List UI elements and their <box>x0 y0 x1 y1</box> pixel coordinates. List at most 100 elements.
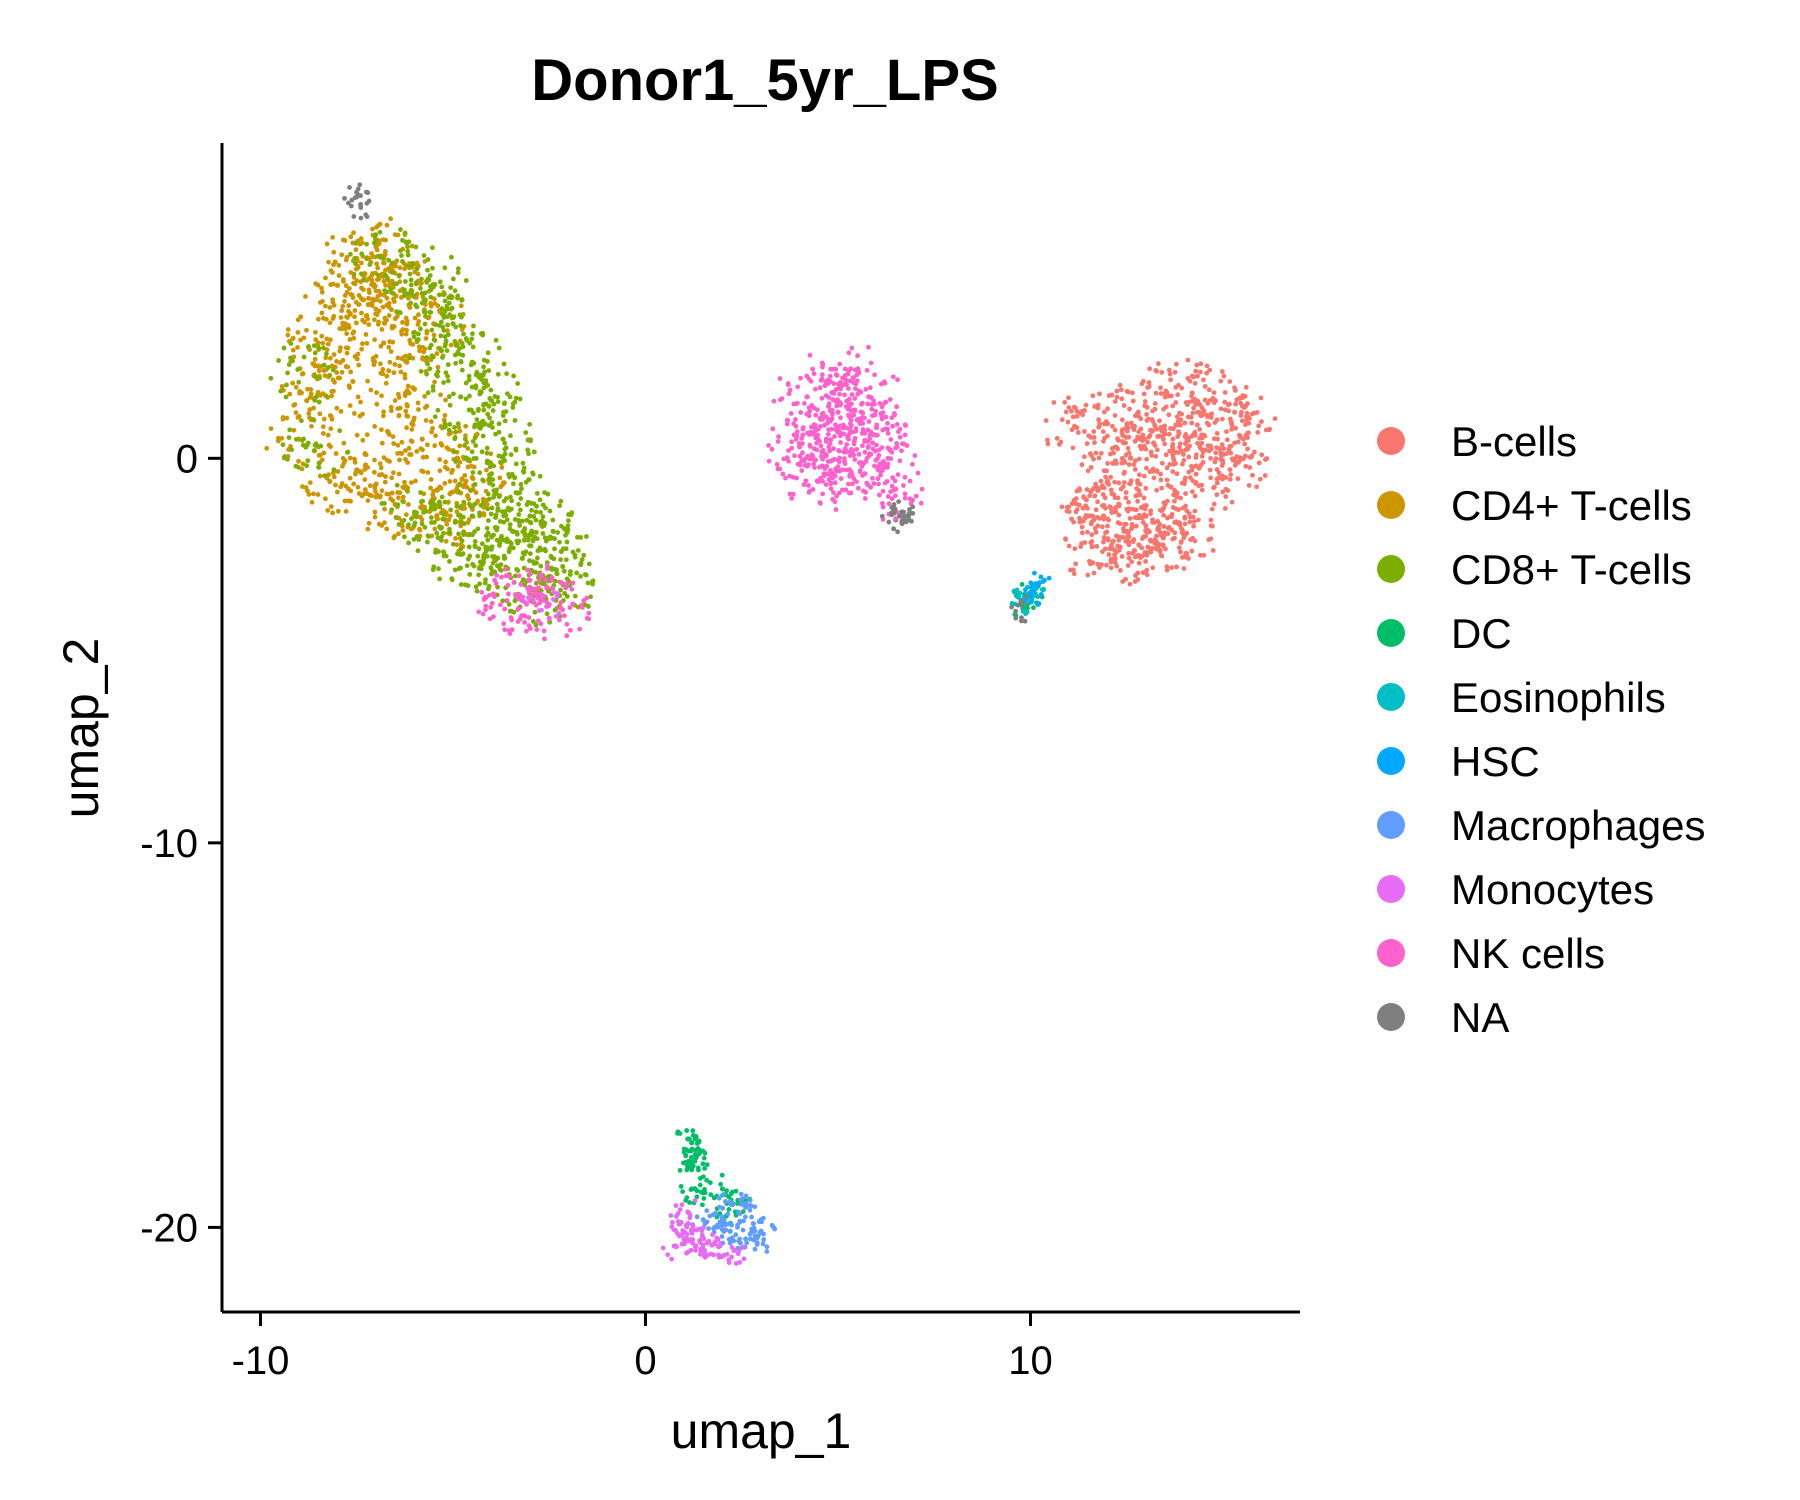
density-point <box>1233 401 1239 407</box>
density-point <box>1062 399 1068 405</box>
density-point <box>447 530 453 536</box>
density-point <box>1043 418 1049 423</box>
density-point <box>1139 553 1145 559</box>
density-point <box>1125 508 1131 514</box>
density-point <box>1259 452 1265 458</box>
density-point <box>343 283 349 289</box>
density-point <box>850 481 855 487</box>
density-point <box>1022 618 1028 624</box>
density-point <box>804 373 810 379</box>
density-point <box>897 426 903 432</box>
density-point <box>1172 369 1178 375</box>
density-point <box>343 257 349 263</box>
density-point <box>727 1240 733 1246</box>
density-point <box>439 494 445 500</box>
density-point <box>455 349 461 355</box>
density-point <box>1143 528 1149 534</box>
density-point <box>453 518 458 524</box>
density-point <box>726 1194 732 1200</box>
density-point <box>437 524 442 530</box>
density-point <box>556 611 562 616</box>
density-point <box>372 240 377 246</box>
density-point <box>465 458 471 463</box>
density-point <box>374 247 380 253</box>
density-point <box>363 332 369 337</box>
density-point <box>901 518 907 524</box>
density-point <box>339 252 345 258</box>
density-point <box>1023 611 1029 617</box>
density-point <box>1267 426 1273 432</box>
density-point <box>786 391 792 397</box>
density-point <box>1190 464 1195 470</box>
density-point <box>1100 429 1106 434</box>
density-point <box>1096 455 1102 461</box>
data-point <box>1231 409 1238 415</box>
density-point <box>552 546 557 552</box>
density-point <box>477 510 482 516</box>
density-point <box>473 584 479 590</box>
density-point <box>549 555 554 560</box>
density-point <box>1214 480 1220 486</box>
density-point <box>442 412 448 418</box>
density-point <box>520 460 526 466</box>
density-point <box>458 359 464 364</box>
density-point <box>687 1200 692 1205</box>
y-tick-label: 0 <box>176 437 198 481</box>
density-point <box>326 472 332 478</box>
density-point <box>498 459 503 465</box>
density-point <box>440 511 446 517</box>
density-point <box>1215 436 1220 442</box>
density-point <box>364 340 370 346</box>
density-point <box>392 362 398 367</box>
density-point <box>449 254 454 260</box>
density-point <box>1063 537 1069 542</box>
density-point <box>399 451 405 456</box>
density-point <box>440 355 445 360</box>
density-point <box>735 1201 740 1206</box>
density-point <box>777 466 783 472</box>
density-point <box>850 413 855 419</box>
density-point <box>408 452 414 457</box>
density-point <box>862 439 868 444</box>
density-point <box>1191 519 1197 524</box>
density-point <box>836 382 842 388</box>
density-point <box>688 1187 694 1192</box>
density-point <box>283 394 289 400</box>
legend-label: NK cells <box>1451 930 1605 977</box>
density-point <box>524 601 530 607</box>
density-point <box>410 355 416 361</box>
density-point <box>1151 475 1157 481</box>
density-point <box>847 453 853 458</box>
density-point <box>293 384 299 390</box>
density-point <box>358 399 364 405</box>
density-point <box>1174 564 1179 570</box>
density-point <box>1069 427 1075 433</box>
density-point <box>835 464 841 470</box>
density-point <box>1218 378 1224 384</box>
legend-swatch <box>1377 683 1405 711</box>
density-point <box>378 465 384 471</box>
density-point <box>719 1254 725 1260</box>
density-point <box>1122 460 1128 465</box>
density-point <box>743 1193 749 1199</box>
density-point <box>1211 390 1217 396</box>
density-point <box>1204 363 1210 369</box>
density-point <box>858 460 864 465</box>
density-point <box>1114 563 1120 569</box>
density-point <box>670 1220 675 1225</box>
density-point <box>340 357 346 363</box>
density-point <box>332 379 337 385</box>
density-point <box>910 510 916 516</box>
density-point <box>293 437 299 442</box>
density-point <box>408 438 414 444</box>
density-point <box>733 1188 739 1194</box>
density-point <box>1164 390 1170 396</box>
density-point <box>280 442 286 448</box>
density-point <box>465 583 471 589</box>
density-point <box>550 517 556 523</box>
density-point <box>538 509 543 515</box>
density-point <box>355 394 361 400</box>
density-point <box>346 303 352 308</box>
density-point <box>860 443 865 449</box>
density-point <box>1220 416 1225 422</box>
